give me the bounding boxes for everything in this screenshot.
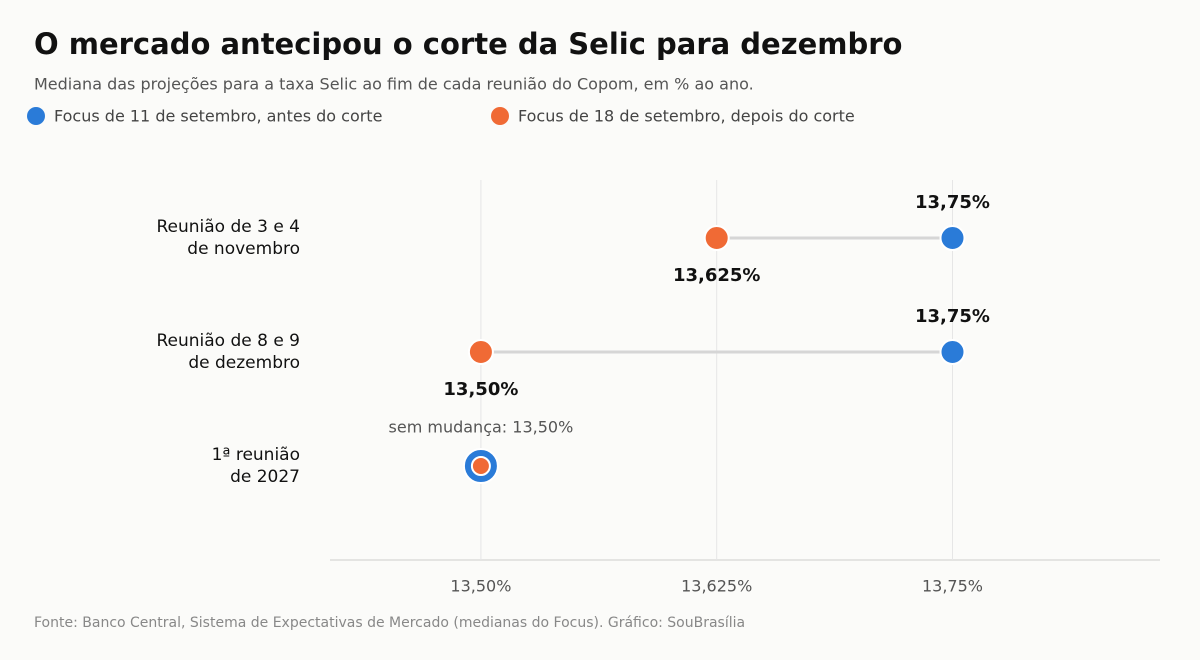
dot-before [939, 339, 966, 365]
x-tick-label: 13,625% [681, 577, 752, 596]
category-label: de novembro [187, 239, 300, 259]
value-label: 13,625% [673, 265, 761, 286]
value-label: 13,50% [443, 379, 518, 400]
dot-after [467, 339, 494, 365]
category-label: de 2027 [230, 467, 300, 487]
chart-title: O mercado antecipou o corte da Selic par… [34, 27, 902, 61]
x-tick-label: 13,50% [450, 577, 511, 596]
category-label: Reunião de 3 e 4 [156, 217, 300, 237]
source-note: Fonte: Banco Central, Sistema de Expecta… [34, 615, 745, 631]
category-label: de dezembro [188, 353, 300, 373]
legend-label: Focus de 11 de setembro, antes do corte [54, 107, 382, 126]
category-label: Reunião de 8 e 9 [156, 331, 300, 351]
value-label: 13,75% [915, 306, 990, 327]
category-label: 1ª reunião [212, 445, 300, 465]
dot-after [703, 225, 730, 251]
legend-label: Focus de 18 de setembro, depois do corte [518, 107, 855, 126]
legend-marker [491, 107, 509, 125]
x-tick-label: 13,75% [922, 577, 983, 596]
dot-before [939, 225, 966, 251]
annotation: sem mudança: 13,50% [389, 418, 574, 437]
chart-subtitle: Mediana das projeções para a taxa Selic … [34, 75, 754, 94]
legend-marker [27, 107, 45, 125]
dot-after [470, 456, 491, 476]
value-label: 13,75% [915, 192, 990, 213]
